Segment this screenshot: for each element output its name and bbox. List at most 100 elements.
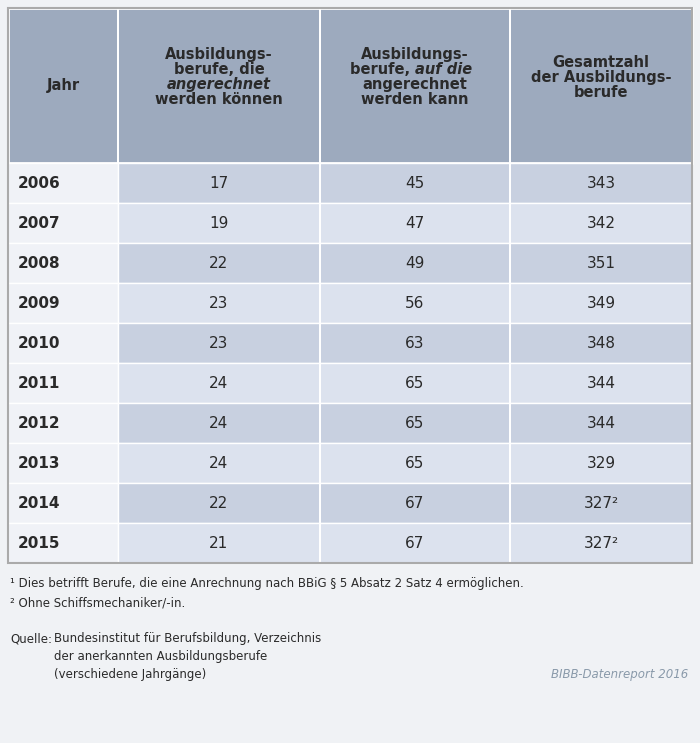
- Text: der anerkannten Ausbildungsberufe: der anerkannten Ausbildungsberufe: [54, 650, 267, 663]
- Bar: [118, 483, 692, 523]
- Text: 22: 22: [209, 256, 229, 270]
- Bar: [319, 283, 321, 323]
- Text: (verschiedene Jahrgänge): (verschiedene Jahrgänge): [54, 668, 206, 681]
- Bar: [509, 483, 511, 523]
- Bar: [118, 203, 692, 243]
- Bar: [509, 283, 511, 323]
- Text: Ausbildungs-: Ausbildungs-: [361, 48, 469, 62]
- Bar: [8, 483, 118, 523]
- Bar: [118, 443, 692, 483]
- Text: 2010: 2010: [18, 336, 60, 351]
- Bar: [118, 283, 692, 323]
- Bar: [8, 243, 118, 283]
- Text: 67: 67: [405, 536, 425, 551]
- Text: 22: 22: [209, 496, 229, 510]
- Text: 17: 17: [209, 175, 229, 190]
- Bar: [8, 403, 118, 443]
- Text: BIBB-Datenreport 2016: BIBB-Datenreport 2016: [551, 668, 688, 681]
- Text: 24: 24: [209, 415, 229, 430]
- Bar: [509, 403, 511, 443]
- Bar: [8, 443, 118, 483]
- Bar: [118, 323, 692, 363]
- Text: Quelle:: Quelle:: [10, 632, 52, 645]
- Text: ¹ Dies betrifft Berufe, die eine Anrechnung nach BBiG § 5 Absatz 2 Satz 4 ermögl: ¹ Dies betrifft Berufe, die eine Anrechn…: [10, 577, 524, 590]
- Text: berufe: berufe: [574, 85, 629, 100]
- Text: 47: 47: [405, 215, 425, 230]
- Bar: [509, 243, 511, 283]
- Text: Gesamtzahl: Gesamtzahl: [552, 55, 650, 70]
- Bar: [509, 8, 511, 163]
- Bar: [8, 8, 692, 563]
- Text: Bundesinstitut für Berufsbildung, Verzeichnis: Bundesinstitut für Berufsbildung, Verzei…: [54, 632, 321, 645]
- Text: 344: 344: [587, 375, 615, 391]
- Text: 2013: 2013: [18, 455, 60, 470]
- Text: 329: 329: [587, 455, 615, 470]
- Text: 348: 348: [587, 336, 615, 351]
- Text: 327²: 327²: [583, 496, 619, 510]
- Text: 2014: 2014: [18, 496, 60, 510]
- Text: 344: 344: [587, 415, 615, 430]
- Text: 23: 23: [209, 336, 229, 351]
- Bar: [319, 323, 321, 363]
- Bar: [118, 363, 692, 403]
- Bar: [8, 363, 118, 403]
- Text: 327²: 327²: [583, 536, 619, 551]
- Text: ² Ohne Schiffsmechaniker/-in.: ² Ohne Schiffsmechaniker/-in.: [10, 597, 186, 610]
- Text: 349: 349: [587, 296, 615, 311]
- Bar: [319, 443, 321, 483]
- Text: 49: 49: [405, 256, 425, 270]
- Text: berufe,: berufe,: [350, 62, 415, 77]
- Bar: [8, 323, 118, 363]
- Text: der Ausbildungs-: der Ausbildungs-: [531, 70, 671, 85]
- Text: 65: 65: [405, 375, 425, 391]
- Text: 19: 19: [209, 215, 229, 230]
- Bar: [319, 8, 321, 163]
- Bar: [509, 323, 511, 363]
- Text: 342: 342: [587, 215, 615, 230]
- Bar: [118, 403, 692, 443]
- Text: 21: 21: [209, 536, 229, 551]
- Bar: [8, 283, 118, 323]
- Text: 2012: 2012: [18, 415, 61, 430]
- Text: Ausbildungs-: Ausbildungs-: [165, 48, 273, 62]
- Text: 2009: 2009: [18, 296, 61, 311]
- Bar: [8, 163, 118, 203]
- Bar: [117, 8, 119, 163]
- Text: 63: 63: [405, 336, 425, 351]
- Text: 2007: 2007: [18, 215, 61, 230]
- Text: 65: 65: [405, 415, 425, 430]
- Bar: [8, 8, 692, 163]
- Text: 65: 65: [405, 455, 425, 470]
- Text: Jahr: Jahr: [46, 78, 80, 93]
- Text: angerechnet: angerechnet: [167, 77, 271, 92]
- Bar: [118, 523, 692, 563]
- Bar: [118, 163, 692, 203]
- Bar: [509, 443, 511, 483]
- Text: berufe, die: berufe, die: [174, 62, 265, 77]
- Text: 67: 67: [405, 496, 425, 510]
- Bar: [319, 483, 321, 523]
- Text: 2008: 2008: [18, 256, 61, 270]
- Text: 351: 351: [587, 256, 615, 270]
- Bar: [509, 363, 511, 403]
- Text: 23: 23: [209, 296, 229, 311]
- Text: auf die: auf die: [415, 62, 472, 77]
- Bar: [319, 203, 321, 243]
- Bar: [509, 163, 511, 203]
- Bar: [319, 523, 321, 563]
- Text: 2006: 2006: [18, 175, 61, 190]
- Text: 24: 24: [209, 455, 229, 470]
- Bar: [118, 243, 692, 283]
- Bar: [8, 523, 118, 563]
- Text: 45: 45: [405, 175, 425, 190]
- Bar: [319, 243, 321, 283]
- Bar: [319, 163, 321, 203]
- Text: 343: 343: [587, 175, 615, 190]
- Bar: [319, 403, 321, 443]
- Bar: [509, 523, 511, 563]
- Bar: [8, 203, 118, 243]
- Text: 2015: 2015: [18, 536, 60, 551]
- Text: werden können: werden können: [155, 92, 283, 108]
- Text: 24: 24: [209, 375, 229, 391]
- Bar: [319, 363, 321, 403]
